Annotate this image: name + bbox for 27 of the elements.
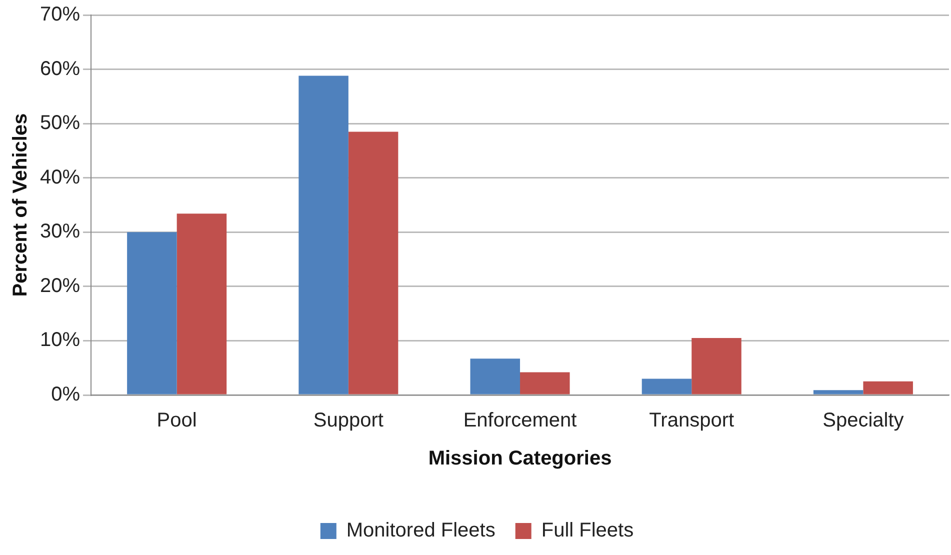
bar	[520, 372, 570, 394]
bar	[127, 232, 177, 394]
bar	[470, 358, 520, 394]
x-axis-title: Mission Categories	[428, 448, 612, 470]
y-tick-label: 0%	[51, 384, 80, 406]
legend-label: Monitored Fleets	[346, 520, 496, 542]
x-tick-label: Pool	[156, 410, 197, 432]
legend-label: Full Fleets	[541, 520, 634, 542]
y-tick-label: 60%	[40, 58, 80, 80]
bar	[813, 390, 864, 394]
bar	[692, 338, 742, 394]
x-tick-label: Transport	[649, 410, 734, 432]
y-tick-label: 40%	[40, 166, 80, 188]
y-tick-label: 20%	[40, 274, 80, 297]
x-tick-label: Support	[313, 410, 384, 432]
bar	[863, 381, 913, 394]
y-axis-title: Percent of Vehicles	[10, 113, 32, 297]
bar	[176, 214, 227, 394]
bar	[348, 132, 398, 394]
bar	[642, 378, 692, 394]
y-tick-label: 50%	[40, 112, 80, 134]
y-tick-label: 10%	[40, 329, 80, 352]
y-tick-label: 70%	[40, 4, 80, 26]
x-tick-label: Specialty	[822, 410, 904, 432]
y-tick-label: 30%	[40, 220, 80, 243]
x-tick-label: Enforcement	[463, 410, 578, 432]
bar	[298, 76, 348, 394]
